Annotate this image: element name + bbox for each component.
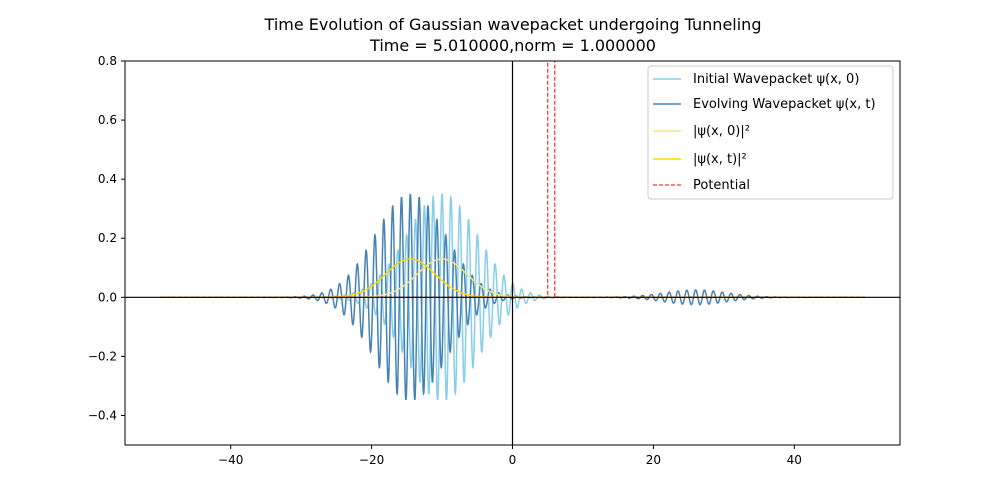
y-tick-label: 0.4 bbox=[98, 172, 117, 186]
axes: −40 −20 0 20 40 −0.4 −0.2 0.0 0.2 0.4 0.6 0.8 bbox=[88, 54, 901, 467]
legend-label-1: Initial Wavepacket ψ(x, 0) bbox=[693, 72, 859, 87]
legend-box bbox=[647, 65, 894, 200]
legend-label-5: Potential bbox=[693, 178, 750, 193]
chart-subtitle: Time = 5.010000,norm = 1.000000 bbox=[369, 36, 656, 55]
y-tick-label: −0.2 bbox=[88, 349, 117, 363]
y-tick-label: 0.8 bbox=[98, 54, 117, 68]
legend: Initial Wavepacket ψ(x, 0) Evolving Wavep… bbox=[647, 65, 894, 200]
legend-label-4: |ψ(x, t)|² bbox=[693, 152, 747, 167]
chart-title: Time Evolution of Gaussian wavepacket un… bbox=[264, 15, 762, 34]
plot-area bbox=[125, 61, 900, 445]
legend-label-2: Evolving Wavepacket ψ(x, t) bbox=[693, 97, 876, 112]
legend-label-3: |ψ(x, 0)|² bbox=[693, 124, 750, 139]
x-tick-label: 0 bbox=[509, 453, 517, 467]
x-tick-label: −20 bbox=[359, 453, 384, 467]
x-tick-label: 20 bbox=[646, 453, 661, 467]
y-tick-label: 0.2 bbox=[98, 231, 117, 245]
y-tick-label: 0.6 bbox=[98, 113, 117, 127]
x-tick-label: −40 bbox=[218, 453, 243, 467]
plot-clip-group bbox=[125, 61, 900, 445]
y-tick-label: 0.0 bbox=[98, 290, 117, 304]
x-tick-label: 40 bbox=[787, 453, 802, 467]
y-tick-label: −0.4 bbox=[88, 408, 117, 422]
